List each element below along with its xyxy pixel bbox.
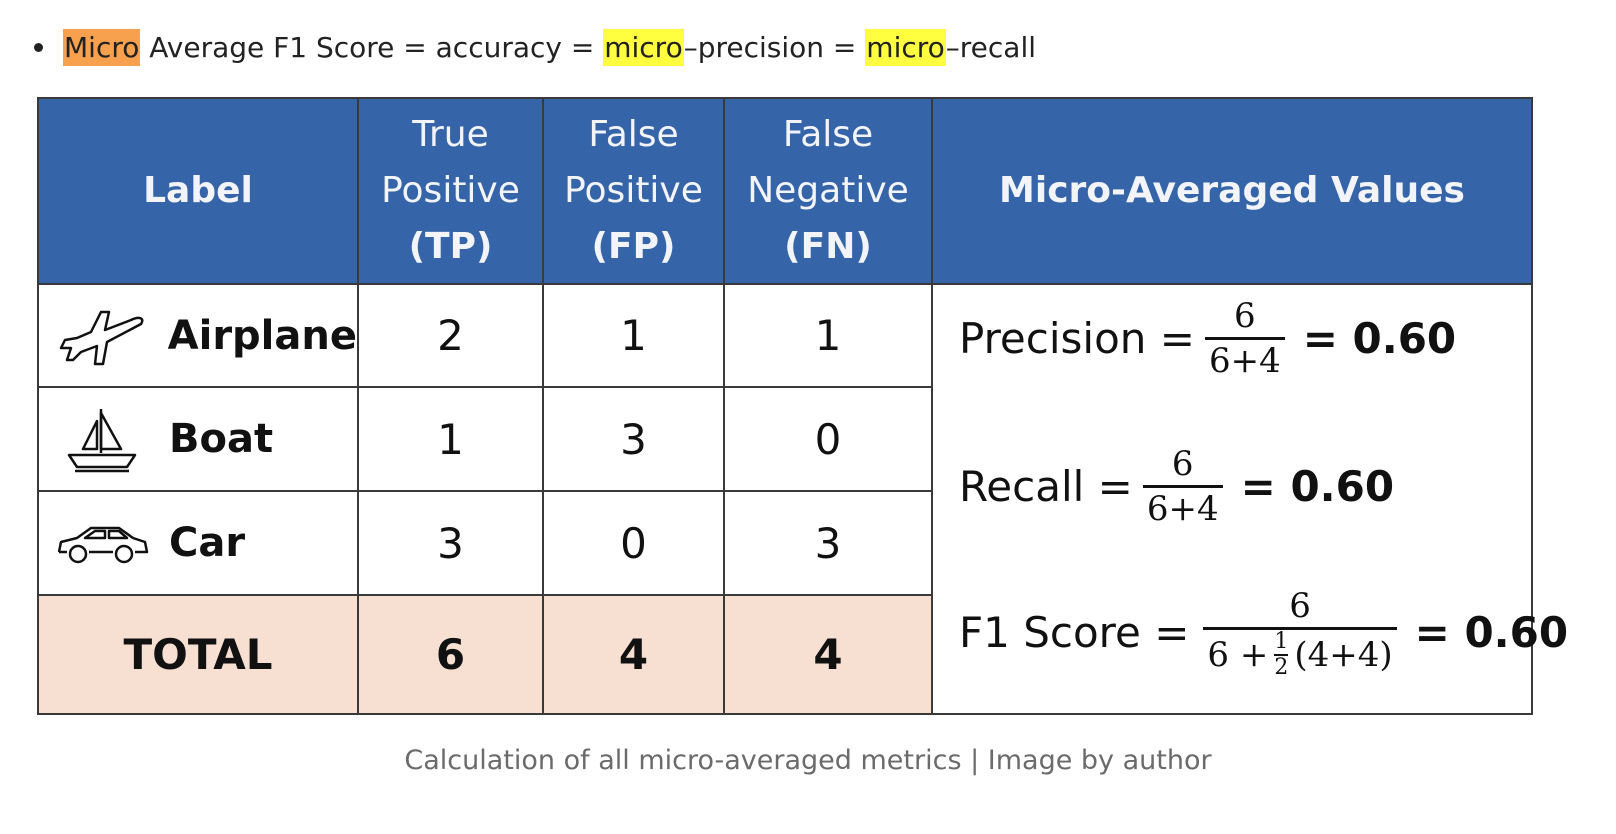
header-tp-abbr: (TP) <box>408 226 493 267</box>
precision-denominator: 6+4 <box>1208 341 1281 381</box>
cell-airplane-fn: 1 <box>723 283 933 388</box>
recall-denominator: 6+4 <box>1146 489 1219 529</box>
row-label-airplane: Airplane <box>167 312 357 359</box>
label-cell-car: Car <box>37 490 359 596</box>
image-caption: Calculation of all micro-averaged metric… <box>404 745 1212 776</box>
f1-numerator: 6 <box>1289 586 1311 626</box>
header-tp-line2: Positive <box>381 170 520 211</box>
cell-boat-fn: 0 <box>723 386 933 492</box>
total-fp: 4 <box>542 594 725 715</box>
f1-half-num: 1 <box>1274 629 1289 654</box>
sailboat-icon <box>55 404 151 474</box>
header-micro-averaged-values: Micro-Averaged Values <box>931 97 1533 285</box>
header-false-negative: False Negative (FN) <box>723 97 933 285</box>
recall-numerator: 6 <box>1171 444 1194 484</box>
recall-result: = 0.60 <box>1240 462 1395 511</box>
highlight-micro-orange: Micro <box>63 28 141 66</box>
cell-car-fp: 0 <box>542 490 725 596</box>
bullet-text-2: –precision = <box>683 30 866 64</box>
table-row-car: Car 3 0 3 <box>37 490 1532 596</box>
label-cell-boat: Boat <box>37 386 359 492</box>
f1-half-fraction: 1 2 <box>1274 629 1289 680</box>
cell-airplane-tp: 2 <box>357 283 544 388</box>
header-true-positive: True Positive (TP) <box>357 97 544 285</box>
car-icon <box>55 508 151 578</box>
bullet-text-3: –recall <box>945 30 1037 64</box>
recall-name: Recall = <box>959 462 1133 511</box>
precision-numerator: 6 <box>1234 296 1256 336</box>
header-fp-abbr: (FP) <box>591 226 676 267</box>
recall-formula: Recall = 6 6+4 = 0.60 <box>959 443 1394 530</box>
f1-formula: F1 Score = 6 6 + 1 2 (4+4) <box>959 585 1568 680</box>
recall-fraction: 6 6+4 <box>1142 443 1223 530</box>
bullet-text-1: Average F1 Score = accuracy = <box>140 30 604 64</box>
label-cell-airplane: Airplane <box>37 283 359 388</box>
header-tp-line1: True <box>412 114 489 155</box>
total-label: TOTAL <box>37 594 359 715</box>
airplane-icon <box>55 301 150 371</box>
f1-result: = 0.60 <box>1414 608 1569 657</box>
header-fn-line2: Negative <box>747 170 909 211</box>
table-row-airplane: Airplane 2 1 1 Precision = 6 6+4 = 0.60 … <box>37 283 1568 715</box>
header-fn-abbr: (FN) <box>784 226 872 267</box>
micro-averaged-values-cell: Precision = 6 6+4 = 0.60 Recall = 6 6+4 <box>931 283 1568 715</box>
precision-name: Precision = <box>959 314 1195 363</box>
table-row-boat: Boat 1 3 0 <box>37 386 1532 492</box>
row-label-car: Car <box>169 520 246 566</box>
header-fp-line1: False <box>588 114 679 155</box>
cell-car-tp: 3 <box>357 490 544 596</box>
f1-den-suffix: (4+4) <box>1294 635 1393 675</box>
metrics-table-image: Label True Positive (TP) False Positive … <box>37 97 1568 715</box>
f1-denominator: 6 + 1 2 (4+4) <box>1203 630 1396 680</box>
precision-formula: Precision = 6 6+4 = 0.60 <box>959 295 1456 382</box>
cell-airplane-fp: 1 <box>542 283 725 388</box>
f1-fraction: 6 6 + 1 2 (4+4) <box>1203 585 1397 680</box>
f1-half-den: 2 <box>1274 655 1289 680</box>
cell-boat-fp: 3 <box>542 386 725 492</box>
highlight-micro-yellow-2: micro <box>865 28 946 66</box>
bullet-dot <box>34 42 43 52</box>
row-label-boat: Boat <box>169 416 274 462</box>
total-tp: 6 <box>357 594 544 715</box>
metrics-table: Label True Positive (TP) False Positive … <box>37 97 1568 715</box>
cell-boat-tp: 1 <box>357 386 544 492</box>
total-fn: 4 <box>723 594 933 715</box>
cell-car-fn: 3 <box>723 490 933 596</box>
highlight-micro-yellow-1: micro <box>603 28 684 66</box>
header-fp-line2: Positive <box>564 170 703 211</box>
f1-den-prefix: 6 + <box>1207 635 1269 675</box>
header-fn-line1: False <box>782 114 874 155</box>
table-row-total: TOTAL 6 4 4 <box>37 594 1532 715</box>
header-false-positive: False Positive (FP) <box>542 97 725 285</box>
header-label: Label <box>37 97 359 285</box>
precision-result: = 0.60 <box>1302 314 1457 363</box>
bullet-item: Micro Average F1 Score = accuracy = micr… <box>34 22 1036 72</box>
precision-fraction: 6 6+4 <box>1204 295 1285 382</box>
f1-name: F1 Score = <box>959 608 1190 657</box>
